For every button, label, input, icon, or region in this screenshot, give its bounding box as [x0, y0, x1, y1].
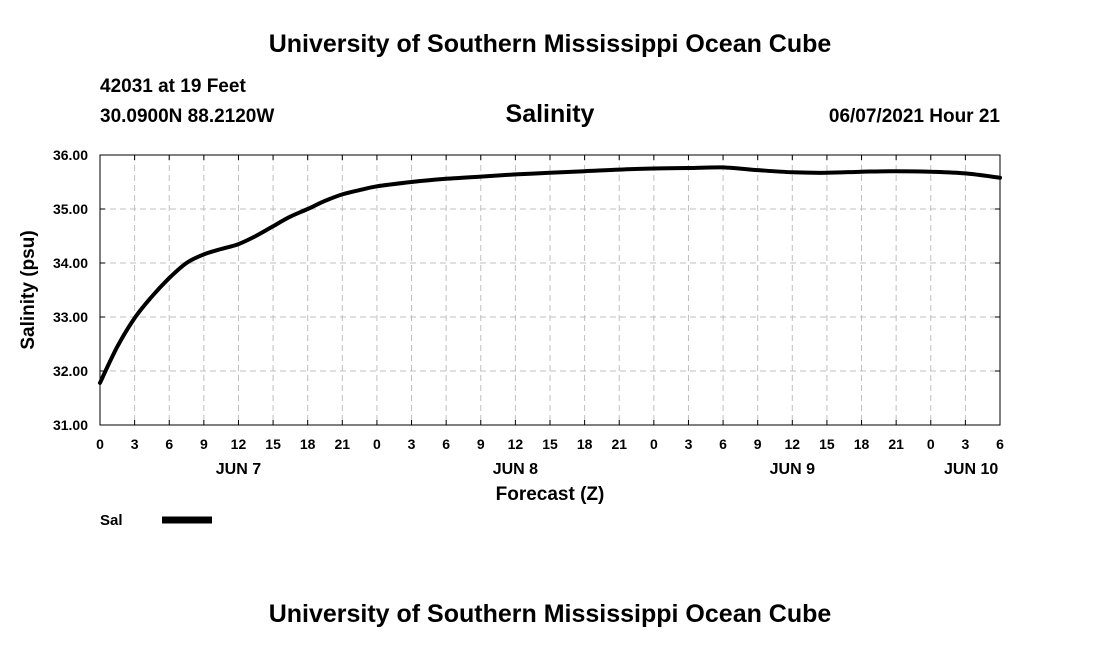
x-tick-label: 0 — [650, 436, 658, 452]
chart-title: Salinity — [505, 100, 595, 128]
x-axis-label: Forecast (Z) — [496, 484, 605, 505]
x-tick-label: 9 — [754, 436, 762, 452]
x-tick-label: 0 — [373, 436, 381, 452]
date-label: JUN 8 — [493, 461, 538, 478]
date-label: JUN 7 — [216, 461, 261, 478]
plot-frame — [99, 154, 1001, 426]
x-tick-label: 6 — [996, 436, 1004, 452]
x-tick-label: 3 — [685, 436, 693, 452]
x-tick-label: 0 — [927, 436, 935, 452]
x-tick-label: 6 — [442, 436, 450, 452]
date-label: JUN 9 — [770, 461, 815, 478]
x-tick-label: 15 — [542, 436, 558, 452]
x-tick-label: 21 — [888, 436, 904, 452]
x-tick-label: 9 — [477, 436, 485, 452]
station-label: 42031 at 19 Feet — [100, 76, 246, 97]
x-tick-label: 3 — [408, 436, 416, 452]
x-tick-label: 12 — [231, 436, 247, 452]
x-tick-label: 18 — [577, 436, 593, 452]
axis-labels: 0 3 6 9 12 15 18 21 0 3 6 9 12 15 18 21 0 3 6 9 12 15 18 21 0 3 6 3… — [53, 147, 1004, 478]
legend-label: Sal — [100, 512, 123, 529]
y-tick-label: 32.00 — [53, 363, 88, 379]
x-tick-label: 6 — [719, 436, 727, 452]
x-tick-label: 18 — [854, 436, 870, 452]
x-tick-label: 6 — [165, 436, 173, 452]
forecast-datetime: 06/07/2021 Hour 21 — [828, 106, 1000, 127]
y-tick-label: 34.00 — [53, 255, 88, 271]
footer-title: University of Southern Mississippi Ocean… — [268, 600, 832, 628]
x-tick-label: 18 — [300, 436, 316, 452]
series-line-sal — [98, 165, 1002, 385]
x-tick-label: 3 — [131, 436, 139, 452]
page-title: University of Southern Mississippi Ocean… — [268, 30, 832, 58]
station-coordinates: 30.0900N 88.2120W — [100, 106, 275, 127]
y-tick-label: 31.00 — [53, 417, 88, 433]
x-tick-label: 9 — [200, 436, 208, 452]
x-tick-label: 21 — [611, 436, 627, 452]
x-tick-label: 15 — [819, 436, 835, 452]
date-label: JUN 10 — [944, 461, 998, 478]
x-tick-label: 12 — [785, 436, 801, 452]
x-tick-label: 12 — [508, 436, 524, 452]
x-tick-label: 21 — [335, 436, 351, 452]
x-tick-label: 15 — [265, 436, 281, 452]
y-tick-label: 36.00 — [53, 147, 88, 163]
y-axis-label: Salinity (psu) — [18, 230, 39, 349]
x-tick-label: 0 — [96, 436, 104, 452]
y-tick-label: 35.00 — [53, 201, 88, 217]
grid-lines — [100, 155, 1000, 425]
x-tick-label: 3 — [961, 436, 969, 452]
y-tick-label: 33.00 — [53, 309, 88, 325]
